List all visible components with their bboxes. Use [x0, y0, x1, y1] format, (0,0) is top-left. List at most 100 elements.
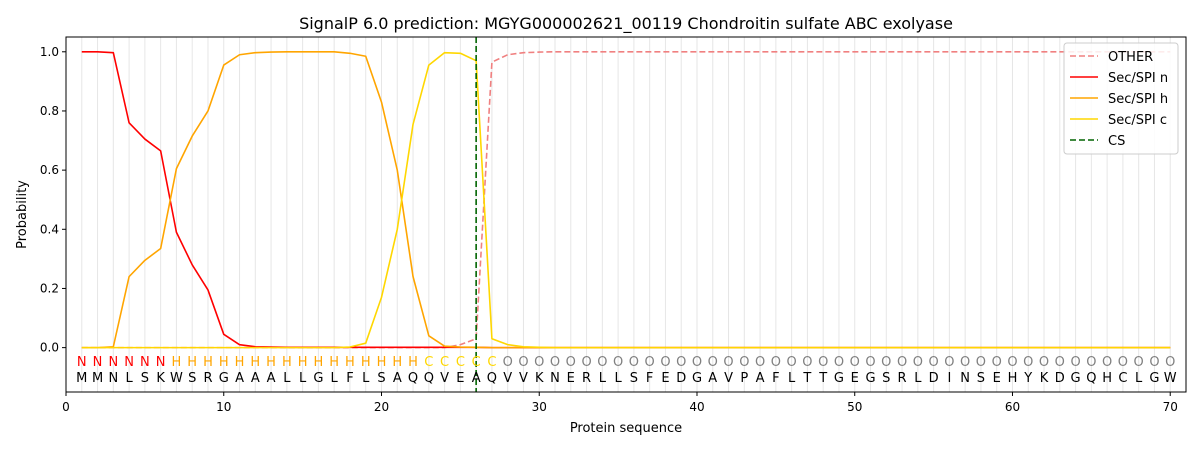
y-axis-label: Probability: [15, 180, 30, 249]
residue-label: K: [1040, 371, 1049, 386]
x-axis-label: Protein sequence: [570, 421, 682, 436]
residue-label: E: [993, 371, 1001, 386]
y-tick-label: 1.0: [40, 45, 59, 59]
legend: OTHER Sec/SPI n Sec/SPI h Sec/SPI c CS: [1063, 42, 1179, 155]
residue-label: L: [283, 371, 291, 386]
residue-label: G: [1149, 371, 1159, 386]
region-label: O: [518, 355, 528, 370]
sequence-annotation: NMNMNNNLNSNKHWHSHRHGHAHAHAHLHLHGHLHFHLHS…: [76, 355, 1177, 386]
residue-label: T: [818, 371, 827, 386]
residue-label: D: [929, 371, 939, 386]
region-label: O: [787, 355, 797, 370]
residue-label: N: [108, 371, 118, 386]
region-label: O: [1118, 355, 1128, 370]
residue-label: L: [125, 371, 133, 386]
region-label: H: [361, 355, 371, 370]
x-tick-label: 40: [689, 400, 704, 414]
y-tick-label: 0.0: [40, 341, 59, 355]
residue-label: R: [582, 371, 591, 386]
legend-label: Sec/SPI h: [1108, 92, 1168, 107]
region-label: N: [156, 355, 166, 370]
region-label: O: [550, 355, 560, 370]
region-label: O: [534, 355, 544, 370]
region-label: O: [944, 355, 954, 370]
residue-label: T: [802, 371, 811, 386]
region-label: O: [613, 355, 623, 370]
residue-label: R: [898, 371, 907, 386]
residue-label: S: [188, 371, 196, 386]
residue-label: W: [170, 371, 183, 386]
residue-label: W: [1164, 371, 1177, 386]
residue-label: A: [708, 371, 717, 386]
region-label: H: [203, 355, 213, 370]
residue-label: A: [756, 371, 765, 386]
region-label: O: [865, 355, 875, 370]
residue-label: G: [219, 371, 229, 386]
vertical-grid: [81, 37, 1171, 392]
residue-label: L: [599, 371, 607, 386]
region-label: N: [140, 355, 150, 370]
residue-label: L: [914, 371, 922, 386]
residue-label: L: [1135, 371, 1143, 386]
region-label: H: [235, 355, 245, 370]
residue-label: A: [472, 371, 481, 386]
residue-label: F: [346, 371, 353, 386]
residue-label: E: [851, 371, 859, 386]
residue-label: F: [646, 371, 653, 386]
region-label: O: [913, 355, 923, 370]
region-label: O: [834, 355, 844, 370]
region-label: O: [739, 355, 749, 370]
region-label: N: [77, 355, 87, 370]
y-tick-label: 0.4: [40, 222, 59, 236]
y-tick-label: 0.6: [40, 163, 59, 177]
region-label: O: [897, 355, 907, 370]
x-tick-label: 20: [374, 400, 389, 414]
residue-label: P: [740, 371, 748, 386]
region-label: O: [723, 355, 733, 370]
residue-label: S: [141, 371, 149, 386]
residue-label: G: [692, 371, 702, 386]
x-tick-label: 60: [1005, 400, 1020, 414]
residue-label: H: [1102, 371, 1112, 386]
residue-label: D: [676, 371, 686, 386]
residue-label: Q: [487, 371, 497, 386]
region-label: H: [377, 355, 387, 370]
residue-label: A: [393, 371, 402, 386]
residue-label: L: [614, 371, 622, 386]
residue-label: A: [251, 371, 260, 386]
region-label: O: [660, 355, 670, 370]
region-label: H: [345, 355, 355, 370]
region-label: N: [108, 355, 118, 370]
residue-label: G: [1071, 371, 1081, 386]
residue-label: M: [92, 371, 103, 386]
residue-label: K: [156, 371, 165, 386]
legend-label: OTHER: [1108, 50, 1153, 65]
residue-label: A: [235, 371, 244, 386]
region-label: O: [645, 355, 655, 370]
residue-label: F: [772, 371, 779, 386]
residue-label: L: [331, 371, 339, 386]
region-label: O: [928, 355, 938, 370]
residue-label: C: [1118, 371, 1127, 386]
residue-label: E: [567, 371, 575, 386]
residue-label: R: [203, 371, 212, 386]
residue-label: D: [1055, 371, 1065, 386]
region-label: O: [1055, 355, 1065, 370]
region-label: H: [408, 355, 418, 370]
legend-label: Sec/SPI c: [1108, 113, 1167, 128]
region-label: O: [818, 355, 828, 370]
region-label: O: [1165, 355, 1175, 370]
residue-label: G: [834, 371, 844, 386]
residue-label: S: [630, 371, 638, 386]
region-label: H: [314, 355, 324, 370]
region-label: O: [1102, 355, 1112, 370]
x-tick-label: 0: [62, 400, 70, 414]
residue-label: Y: [1023, 371, 1032, 386]
region-label: O: [1039, 355, 1049, 370]
residue-label: K: [535, 371, 544, 386]
legend-box: [1063, 42, 1179, 155]
residue-label: H: [1008, 371, 1018, 386]
series-line: [81, 51, 1171, 349]
